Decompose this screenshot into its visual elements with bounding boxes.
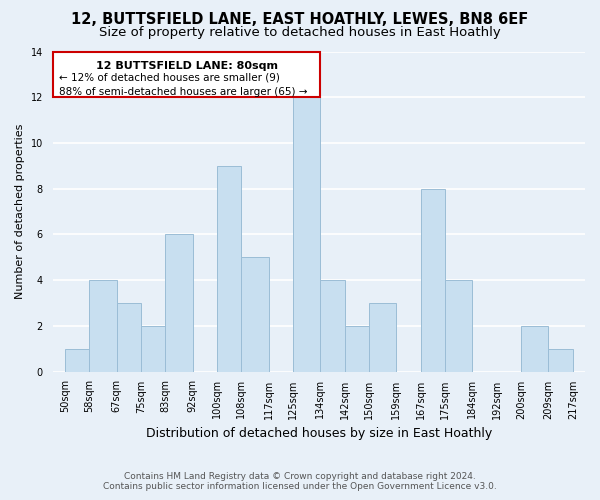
Text: ← 12% of detached houses are smaller (9): ← 12% of detached houses are smaller (9) (59, 72, 280, 82)
Bar (217, 166, 241, 372)
Text: 12, BUTTSFIELD LANE, EAST HOATHLY, LEWES, BN8 6EF: 12, BUTTSFIELD LANE, EAST HOATHLY, LEWES… (71, 12, 529, 28)
FancyBboxPatch shape (53, 52, 320, 97)
Bar (241, 258, 269, 372)
Bar (320, 280, 344, 372)
Bar (65, 349, 89, 372)
Bar (521, 326, 548, 372)
Bar (165, 234, 193, 372)
Text: Contains HM Land Registry data © Crown copyright and database right 2024.
Contai: Contains HM Land Registry data © Crown c… (103, 472, 497, 491)
Bar (369, 303, 397, 372)
Bar (89, 280, 116, 372)
Bar (293, 97, 320, 371)
Bar (421, 188, 445, 372)
Text: Size of property relative to detached houses in East Hoathly: Size of property relative to detached ho… (99, 26, 501, 39)
Bar (445, 280, 472, 372)
X-axis label: Distribution of detached houses by size in East Hoathly: Distribution of detached houses by size … (146, 427, 492, 440)
Text: 88% of semi-detached houses are larger (65) →: 88% of semi-detached houses are larger (… (59, 87, 307, 97)
Text: 12 BUTTSFIELD LANE: 80sqm: 12 BUTTSFIELD LANE: 80sqm (95, 60, 278, 70)
Bar (548, 349, 573, 372)
Bar (141, 326, 165, 372)
Bar (116, 303, 141, 372)
Y-axis label: Number of detached properties: Number of detached properties (15, 124, 25, 300)
Bar (344, 326, 369, 372)
